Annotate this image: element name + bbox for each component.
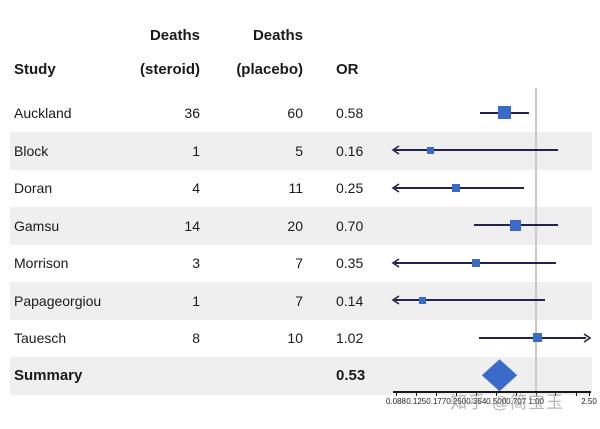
table-row: Papageorgiou 1 7 0.14 (10, 281, 592, 320)
study-name: Morrison (14, 255, 69, 271)
study-name: Auckland (14, 105, 72, 121)
deaths-steroid-value (90, 357, 200, 395)
study-name: Block (14, 142, 49, 159)
deaths-placebo-value: 7 (295, 292, 303, 309)
or-value: 0.16 (336, 142, 364, 159)
deaths-steroid-value: 8 (192, 330, 200, 346)
deaths-placebo-value: 60 (287, 105, 303, 121)
deaths-placebo-value: 5 (295, 142, 303, 159)
or-value: 0.35 (336, 255, 364, 271)
table-row: Gamsu 14 20 0.70 (10, 206, 592, 245)
table-row: Doran 4 11 0.25 (10, 169, 592, 207)
deaths-steroid-value: 14 (184, 217, 200, 234)
or-value: 1.02 (336, 330, 364, 346)
table-row: Tauesch 8 10 1.02 (10, 319, 592, 357)
header-study: Study (14, 61, 56, 78)
x-axis-tick-label: 2.50 (581, 397, 597, 406)
deaths-placebo-value: 10 (287, 330, 303, 346)
header-placebo-line2: (placebo) (236, 61, 303, 78)
deaths-steroid-value: 36 (184, 105, 200, 121)
study-name: Doran (14, 180, 53, 196)
deaths-steroid-value: 1 (192, 142, 200, 159)
deaths-placebo-value: 20 (287, 217, 303, 234)
deaths-steroid-value: 3 (192, 255, 200, 271)
or-value: 0.70 (336, 217, 364, 234)
header-deaths-placebo-line1: Deaths (252, 27, 303, 44)
deaths-placebo-value: 11 (288, 180, 303, 196)
study-name: Papageorgiou (14, 292, 102, 309)
x-axis-tick-label: 0.088 (385, 397, 407, 406)
study-name: Tauesch (14, 330, 67, 346)
table-row: Block 1 5 0.16 (10, 131, 592, 170)
or-value: 0.58 (336, 105, 364, 121)
deaths-placebo-value: 7 (295, 255, 303, 271)
or-value: 0.25 (336, 180, 364, 196)
study-name: Summary (14, 366, 83, 384)
header-deaths-steroid-line1: Deaths (149, 27, 200, 44)
table-row: Morrison 3 7 0.35 (10, 244, 592, 282)
header-steroid-line2: (steroid) (140, 61, 200, 78)
or-value: 0.53 (336, 366, 366, 384)
deaths-placebo-value (205, 357, 303, 395)
study-name: Gamsu (14, 217, 60, 234)
x-axis-tick-label: 0.177 (426, 397, 447, 406)
watermark: 知乎 @简宝玉 (450, 393, 564, 412)
deaths-steroid-value: 4 (192, 180, 200, 196)
deaths-steroid-value: 1 (192, 292, 200, 309)
table-row: Auckland 36 60 0.58 (10, 94, 592, 132)
header-or: OR (336, 61, 359, 78)
x-axis-tick-label: 0.125 (406, 397, 427, 406)
or-value: 0.14 (336, 292, 364, 309)
